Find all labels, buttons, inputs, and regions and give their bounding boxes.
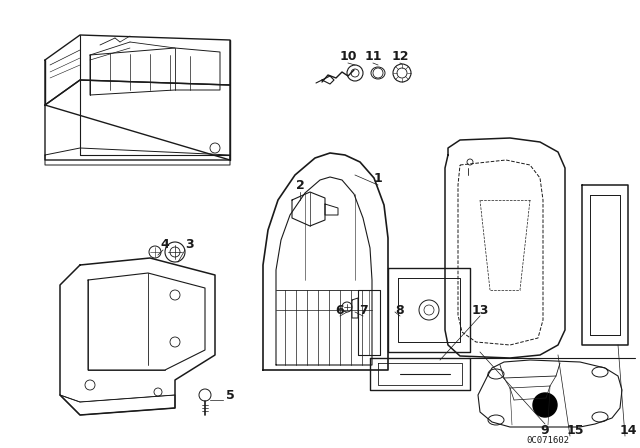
Text: 3: 3 — [186, 237, 195, 250]
Text: 11: 11 — [364, 49, 381, 63]
Text: 6: 6 — [336, 303, 344, 316]
Text: 7: 7 — [358, 303, 367, 316]
Text: 2: 2 — [296, 178, 305, 191]
Text: 13: 13 — [471, 303, 489, 316]
Text: 14: 14 — [620, 423, 637, 436]
Text: 15: 15 — [566, 423, 584, 436]
Text: 12: 12 — [391, 49, 409, 63]
Circle shape — [533, 393, 557, 417]
Text: 1: 1 — [374, 172, 382, 185]
Text: 8: 8 — [396, 303, 404, 316]
Text: 9: 9 — [541, 423, 549, 436]
Text: 0C071602: 0C071602 — [527, 435, 570, 444]
Text: 4: 4 — [161, 237, 170, 250]
Text: 10: 10 — [339, 49, 356, 63]
Text: 5: 5 — [226, 388, 234, 401]
